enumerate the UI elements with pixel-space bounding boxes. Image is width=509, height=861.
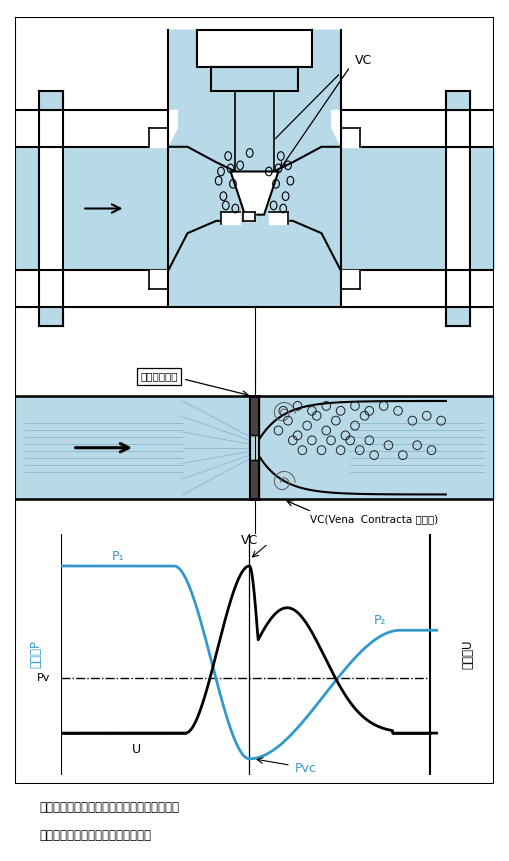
Text: U: U (132, 743, 141, 756)
Text: P₂: P₂ (374, 614, 386, 627)
Text: VC: VC (241, 534, 258, 547)
Text: 機械的絞り部の直後に存在します。: 機械的絞り部の直後に存在します。 (39, 828, 151, 842)
Text: P₁: P₁ (111, 550, 124, 563)
Text: 圧力　P: 圧力 P (29, 641, 42, 668)
Text: 流速　U: 流速 U (462, 640, 475, 669)
Polygon shape (168, 29, 341, 307)
Text: Pvc: Pvc (295, 762, 317, 775)
Text: 機械的絞り部: 機械的絞り部 (140, 371, 178, 381)
Text: 縮流部は流線上にある流体学的な絞り部で、: 縮流部は流線上にある流体学的な絞り部で、 (39, 801, 179, 815)
Text: VC: VC (355, 54, 372, 67)
Polygon shape (168, 147, 240, 270)
Polygon shape (269, 147, 341, 270)
Text: VC(Vena  Contracta 縮流部): VC(Vena Contracta 縮流部) (310, 514, 438, 524)
Text: Pv: Pv (37, 673, 50, 684)
Polygon shape (231, 171, 278, 214)
Polygon shape (211, 66, 298, 171)
